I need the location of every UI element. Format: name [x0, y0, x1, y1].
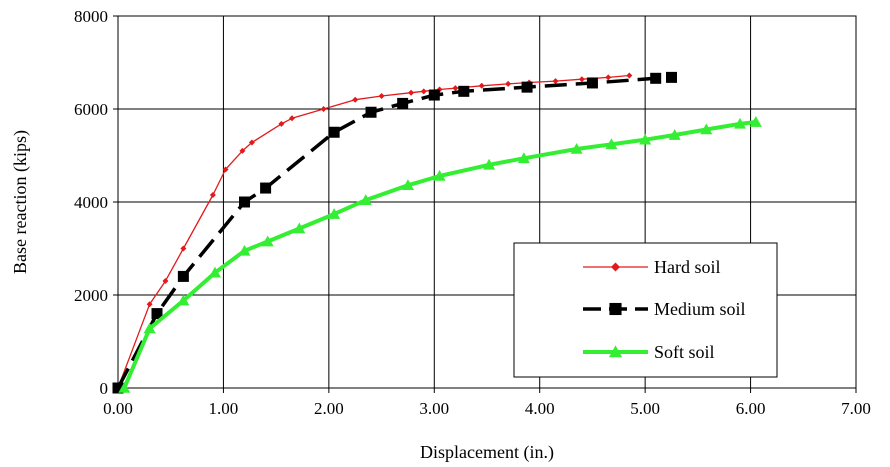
data-point [288, 115, 295, 122]
y-tick-label: 4000 [74, 193, 108, 212]
data-point [320, 106, 327, 112]
x-tick-label: 5.00 [630, 399, 660, 418]
data-point [112, 382, 124, 394]
data-point [420, 88, 427, 95]
data-point [365, 106, 377, 118]
legend-item-medium-soil: Medium soil [583, 299, 746, 319]
data-point [359, 194, 372, 205]
data-point [146, 301, 153, 308]
series-line [122, 120, 757, 389]
data-point [521, 81, 533, 93]
series-medium-soil [112, 71, 677, 394]
data-point [328, 126, 340, 138]
data-point [609, 302, 622, 316]
data-point [650, 72, 662, 84]
data-point [734, 117, 747, 129]
data-point [608, 345, 623, 358]
data-point [570, 142, 583, 154]
data-point [143, 322, 156, 334]
data-point [401, 179, 414, 191]
data-point [578, 76, 585, 83]
data-point [749, 116, 762, 127]
data-point [378, 92, 385, 99]
data-point [208, 266, 221, 278]
data-point [483, 158, 496, 170]
y-tick-label: 2000 [74, 286, 108, 305]
data-point [428, 89, 440, 101]
x-tick-label: 3.00 [419, 399, 449, 418]
data-point [261, 235, 274, 247]
data-point [239, 196, 251, 208]
legend-item-soft-soil: Soft soil [583, 342, 715, 362]
y-tick-label: 0 [100, 379, 109, 398]
data-point [260, 182, 272, 194]
legend-item-hard-soil: Hard soil [583, 257, 721, 277]
y-axis-ticks: 0 2000 4000 6000 8000 [74, 7, 108, 398]
legend-swatch-marker [608, 345, 623, 358]
data-point [180, 245, 187, 252]
series-line [116, 75, 672, 389]
data-point [639, 133, 652, 145]
data-point [433, 169, 446, 181]
data-point [626, 72, 633, 79]
data-point [552, 78, 559, 85]
data-point [239, 147, 246, 154]
x-tick-label: 7.00 [841, 399, 871, 418]
data-point [505, 80, 512, 87]
data-point [162, 278, 169, 285]
data-point [177, 270, 189, 282]
data-point [238, 244, 251, 256]
data-point [118, 382, 131, 393]
data-point [666, 71, 677, 83]
y-axis-label: Base reaction (kips) [10, 130, 31, 274]
data-point [293, 222, 306, 234]
data-point [586, 77, 598, 89]
x-tick-label: 2.00 [314, 399, 344, 418]
data-point [209, 192, 216, 199]
y-tick-label: 6000 [74, 100, 108, 119]
x-tick-label: 1.00 [209, 399, 239, 418]
data-point [517, 152, 530, 164]
data-point [328, 208, 341, 219]
data-point [458, 85, 470, 97]
data-point [248, 139, 255, 146]
data-point [611, 262, 620, 272]
data-point [151, 308, 163, 320]
x-tick-label: 6.00 [736, 399, 766, 418]
data-point [605, 138, 618, 150]
data-point [408, 89, 415, 96]
data-point [278, 120, 285, 127]
data-point [478, 82, 485, 89]
series-line [117, 74, 630, 389]
y-tick-label: 8000 [74, 7, 108, 26]
data-point [605, 74, 612, 81]
legend-label: Medium soil [654, 299, 746, 319]
data-point [452, 85, 459, 92]
x-tick-label: 0.00 [103, 399, 133, 418]
legend: Hard soil Medium soil Soft soil [513, 242, 778, 378]
legend-swatch-marker [609, 302, 622, 316]
x-tick-label: 4.00 [525, 399, 555, 418]
x-axis-ticks: 0.00 1.00 2.00 3.00 4.00 5.00 6.00 7.00 [103, 399, 871, 418]
legend-swatch-marker [611, 262, 620, 272]
series-soft-soil [118, 116, 762, 393]
legend-label: Soft soil [654, 342, 715, 362]
data-point [700, 123, 713, 135]
data-point [177, 294, 190, 306]
plot-area [117, 15, 857, 389]
series-layer [112, 71, 762, 394]
data-point [352, 96, 359, 103]
data-point [668, 129, 681, 140]
data-point [222, 166, 229, 173]
data-point [397, 97, 409, 109]
x-axis-label: Displacement (in.) [420, 442, 554, 463]
legend-label: Hard soil [654, 257, 721, 277]
